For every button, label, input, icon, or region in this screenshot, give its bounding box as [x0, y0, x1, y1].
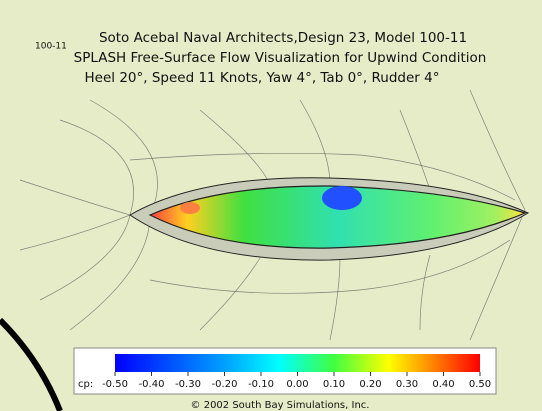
colorbar-tick-label: -0.20 [212, 379, 238, 390]
keel-region [322, 186, 362, 210]
colorbar-tick-label: -0.40 [139, 379, 165, 390]
colorbar-tick-label: 0.00 [286, 379, 308, 390]
decoration [0, 317, 63, 411]
colorbar-tick-label: 0.30 [396, 379, 418, 390]
colorbar-tick-label: 0.20 [359, 379, 381, 390]
title-line: Heel 20°, Speed 11 Knots, Yaw 4°, Tab 0°… [85, 70, 440, 86]
colorbar-tick-label: -0.10 [248, 379, 274, 390]
colorbar-tick-label: -0.50 [102, 379, 128, 390]
hull [148, 185, 527, 249]
colorbar-label: cp: [78, 379, 93, 390]
colorbar-tick-label: 0.40 [432, 379, 454, 390]
colorbar-tick-label: 0.10 [323, 379, 345, 390]
colorbar [115, 354, 480, 372]
title-line: SPLASH Free-Surface Flow Visualization f… [74, 50, 487, 66]
copyright: © 2002 South Bay Simulations, Inc. [191, 400, 370, 411]
colorbar-tick-label: -0.30 [175, 379, 201, 390]
rudder-region [180, 202, 200, 214]
title-line: Soto Acebal Naval Architects,Design 23, … [99, 30, 467, 46]
colorbar-tick-label: 0.50 [469, 379, 491, 390]
model-code: 100-11 [35, 42, 67, 52]
